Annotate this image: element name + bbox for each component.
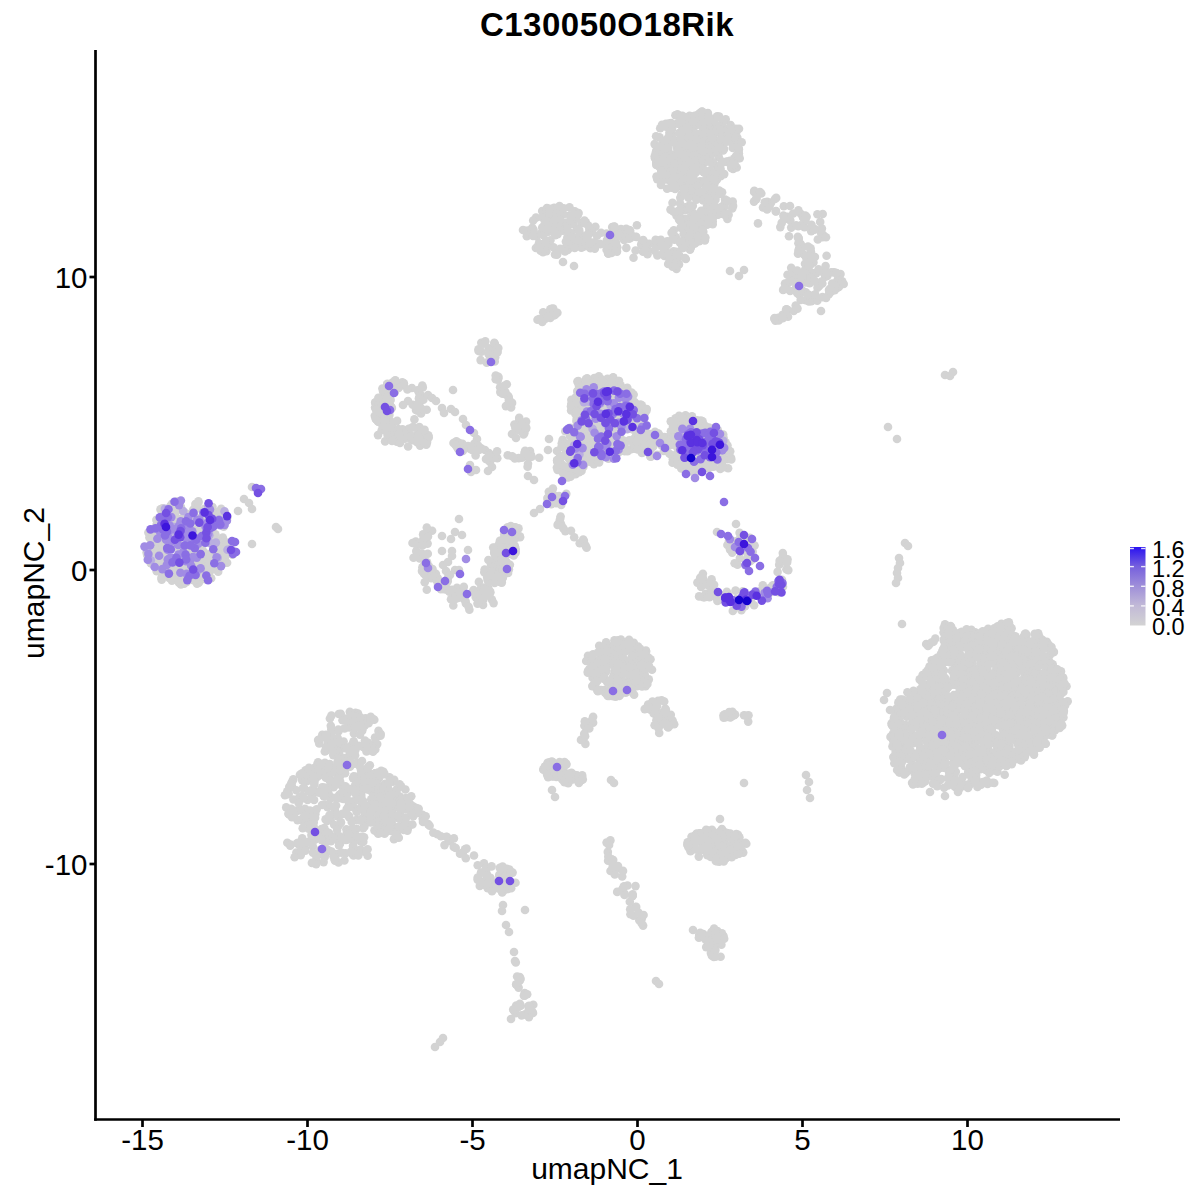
- svg-text:C130050O18Rik: C130050O18Rik: [480, 6, 734, 43]
- svg-text:-10: -10: [286, 1123, 329, 1156]
- svg-text:-15: -15: [121, 1123, 164, 1156]
- svg-text:10: 10: [55, 261, 88, 294]
- svg-text:0: 0: [71, 554, 87, 587]
- svg-text:0.0: 0.0: [1152, 614, 1185, 640]
- svg-text:umapNC_1: umapNC_1: [531, 1152, 683, 1185]
- svg-text:-5: -5: [459, 1123, 485, 1156]
- svg-text:5: 5: [794, 1123, 810, 1156]
- svg-text:-10: -10: [45, 848, 88, 881]
- svg-text:10: 10: [951, 1123, 984, 1156]
- svg-text:umapNC_2: umapNC_2: [17, 507, 50, 659]
